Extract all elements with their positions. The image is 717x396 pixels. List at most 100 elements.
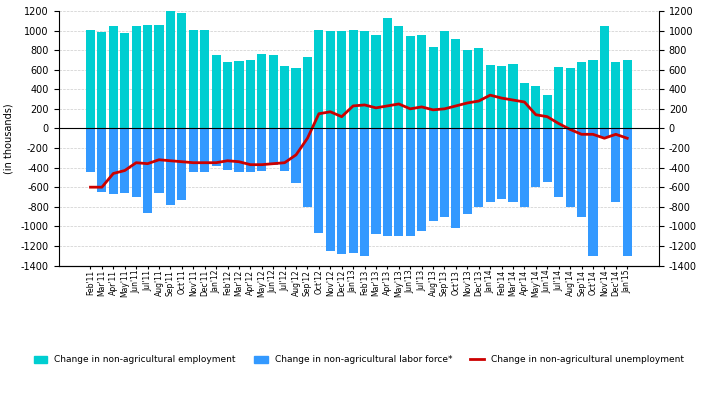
Bar — [520, 128, 529, 207]
Bar — [132, 128, 141, 197]
Change in non-agricultural unemployment — [566, 127, 574, 132]
Bar — [508, 128, 518, 202]
Bar — [440, 128, 449, 217]
Change in non-agricultural unemployment — [200, 160, 209, 165]
Bar — [554, 128, 564, 197]
Bar — [508, 64, 518, 128]
Bar — [566, 68, 575, 128]
Change in non-agricultural unemployment — [531, 112, 540, 117]
Bar — [200, 30, 209, 128]
Bar — [371, 128, 381, 234]
Bar — [326, 30, 335, 128]
Bar — [257, 128, 266, 171]
Bar — [474, 128, 483, 207]
Change in non-agricultural unemployment — [98, 185, 106, 190]
Change in non-agricultural unemployment — [486, 93, 495, 97]
Bar — [452, 128, 460, 228]
Change in non-agricultural unemployment — [178, 159, 186, 164]
Bar — [303, 57, 312, 128]
Bar — [485, 128, 495, 202]
Bar — [166, 11, 175, 128]
Bar — [143, 25, 152, 128]
Bar — [177, 13, 186, 128]
Bar — [497, 128, 506, 199]
Change in non-agricultural unemployment — [189, 160, 198, 165]
Bar — [474, 48, 483, 128]
Change in non-agricultural unemployment — [315, 111, 323, 116]
Change in non-agricultural unemployment — [280, 160, 289, 165]
Bar — [120, 33, 129, 128]
Bar — [154, 128, 163, 193]
Change in non-agricultural unemployment — [143, 161, 152, 166]
Bar — [531, 128, 541, 187]
Change in non-agricultural unemployment — [406, 107, 414, 111]
Change in non-agricultural unemployment — [520, 100, 528, 105]
Bar — [120, 128, 129, 193]
Bar — [154, 25, 163, 128]
Bar — [531, 86, 541, 128]
Bar — [360, 128, 369, 256]
Bar — [314, 128, 323, 233]
Bar — [257, 54, 266, 128]
Bar — [611, 62, 620, 128]
Bar — [371, 35, 381, 128]
Bar — [554, 67, 564, 128]
Bar — [234, 61, 244, 128]
Bar — [429, 128, 437, 221]
Bar — [292, 68, 300, 128]
Change in non-agricultural unemployment — [543, 114, 551, 119]
Legend: Change in non-agricultural employment, Change in non-agricultural labor force*, : Change in non-agricultural employment, C… — [30, 352, 688, 368]
Bar — [497, 66, 506, 128]
Bar — [189, 30, 198, 128]
Bar — [600, 26, 609, 128]
Bar — [337, 30, 346, 128]
Bar — [326, 128, 335, 251]
Bar — [394, 128, 404, 236]
Bar — [577, 128, 586, 217]
Change in non-agricultural unemployment — [623, 136, 632, 141]
Bar — [462, 50, 472, 128]
Change in non-agricultural unemployment — [303, 136, 312, 141]
Change in non-agricultural unemployment — [589, 132, 597, 137]
Bar — [417, 128, 426, 231]
Bar — [200, 128, 209, 171]
Change in non-agricultural unemployment — [292, 152, 300, 157]
Change in non-agricultural unemployment — [349, 103, 358, 108]
Change in non-agricultural unemployment — [155, 157, 163, 162]
Bar — [269, 55, 277, 128]
Change in non-agricultural unemployment — [498, 96, 506, 101]
Bar — [143, 128, 152, 213]
Change in non-agricultural unemployment — [452, 103, 460, 108]
Change in non-agricultural unemployment — [429, 107, 437, 112]
Bar — [360, 30, 369, 128]
Bar — [611, 128, 620, 202]
Change in non-agricultural unemployment — [257, 162, 266, 167]
Bar — [337, 128, 346, 254]
Bar — [166, 128, 175, 205]
Change in non-agricultural unemployment — [109, 171, 118, 176]
Bar — [348, 128, 358, 253]
Bar — [177, 128, 186, 200]
Bar — [383, 18, 392, 128]
Bar — [417, 35, 426, 128]
Change in non-agricultural unemployment — [269, 161, 277, 166]
Bar — [485, 65, 495, 128]
Change in non-agricultural unemployment — [326, 109, 335, 114]
Bar — [543, 95, 552, 128]
Bar — [189, 128, 198, 173]
Bar — [589, 60, 597, 128]
Change in non-agricultural unemployment — [394, 102, 403, 107]
Bar — [132, 26, 141, 128]
Bar — [348, 30, 358, 128]
Bar — [223, 62, 232, 128]
Bar — [622, 128, 632, 256]
Change in non-agricultural unemployment — [223, 158, 232, 163]
Bar — [109, 128, 118, 194]
Change in non-agricultural unemployment — [120, 168, 129, 173]
Change in non-agricultural unemployment — [417, 105, 426, 109]
Bar — [280, 66, 289, 128]
Change in non-agricultural unemployment — [338, 114, 346, 119]
Bar — [280, 128, 289, 171]
Change in non-agricultural unemployment — [360, 103, 369, 107]
Bar — [383, 128, 392, 236]
